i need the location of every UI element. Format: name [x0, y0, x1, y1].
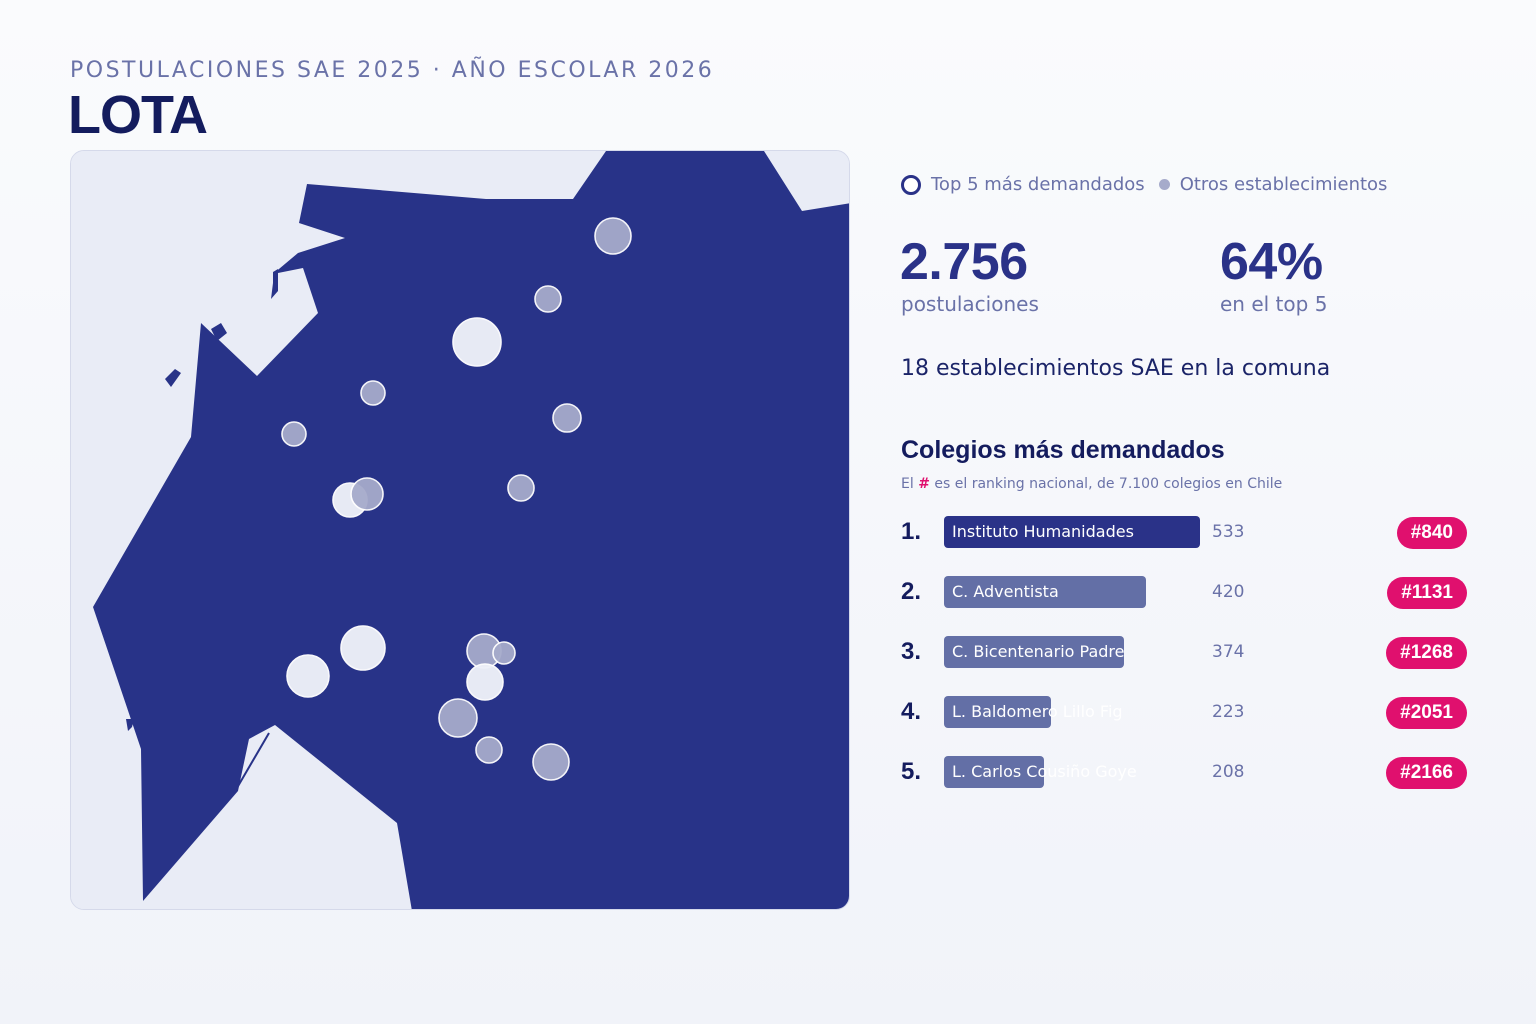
ranking-position: 2. — [901, 578, 922, 605]
top5-share-label: en el top 5 — [1220, 292, 1328, 316]
top5-legend-marker — [901, 174, 921, 195]
school-marker[interactable] — [492, 641, 516, 665]
others-legend-marker — [1158, 179, 1170, 190]
ranking-bar — [944, 516, 1200, 548]
ranking-note-suffix: es el ranking nacional, de 7.100 colegio… — [934, 476, 1283, 492]
school-marker[interactable] — [475, 736, 503, 764]
applications-count: 208 — [1212, 762, 1245, 782]
applications-label: postulaciones — [901, 292, 1039, 316]
coast-islet — [165, 369, 181, 387]
school-marker[interactable] — [507, 474, 535, 502]
school-marker[interactable] — [534, 285, 562, 313]
school-name: L. Baldomero Lillo Fig — [952, 702, 1123, 721]
ranking-bar — [944, 756, 1044, 788]
national-rank-badge: #840 — [1396, 517, 1467, 549]
page-title: LOTA — [68, 85, 208, 145]
ranking-row[interactable]: 4. L. Baldomero Lillo Fig 223 #2051 — [901, 696, 1467, 730]
applications-count: 533 — [1212, 522, 1245, 542]
coast-islet — [126, 719, 134, 731]
national-rank-badge: #1131 — [1387, 577, 1467, 609]
national-rank-badge: #1268 — [1386, 637, 1467, 669]
school-marker[interactable] — [532, 743, 570, 781]
top5-school-marker[interactable] — [452, 317, 502, 367]
ranking-position: 5. — [901, 758, 922, 785]
national-rank-badge: #2166 — [1386, 757, 1467, 789]
school-marker[interactable] — [594, 217, 632, 255]
ranking-note: El # es el ranking nacional, de 7.100 co… — [901, 476, 1282, 492]
top5-school-marker[interactable] — [340, 625, 386, 671]
map-legend: Top 5 más demandados Otros establecimien… — [901, 174, 1387, 195]
coast-line — [233, 732, 270, 794]
top5-legend-label: Top 5 más demandados — [931, 174, 1145, 195]
ranking-position: 4. — [901, 698, 922, 725]
ranking-title: Colegios más demandados — [901, 436, 1225, 464]
commune-land — [93, 151, 849, 909]
ranking-bar — [944, 576, 1146, 608]
school-marker[interactable] — [438, 698, 478, 738]
commune-map[interactable] — [70, 150, 850, 910]
ranking-position: 3. — [901, 638, 922, 665]
applications-value: 2.756 — [900, 233, 1028, 291]
establishments-count: 18 establecimientos SAE en la comuna — [901, 356, 1331, 381]
applications-count: 420 — [1212, 582, 1245, 602]
coast-islet — [211, 323, 227, 341]
school-name: C. Adventista — [952, 582, 1059, 601]
page-subtitle: POSTULACIONES SAE 2025 · AÑO ESCOLAR 202… — [70, 58, 715, 83]
ranking-note-prefix: El — [901, 476, 914, 492]
school-name: C. Bicentenario Padre — [952, 642, 1125, 661]
ranking-position: 1. — [901, 518, 922, 545]
school-marker[interactable] — [281, 421, 307, 447]
coast-islet — [271, 269, 278, 299]
ranking-bar — [944, 696, 1051, 728]
school-marker[interactable] — [350, 477, 384, 511]
national-rank-badge: #2051 — [1386, 697, 1467, 729]
school-marker[interactable] — [360, 380, 386, 406]
ranking-row[interactable]: 2. C. Adventista 420 #1131 — [901, 576, 1467, 610]
top5-school-marker[interactable] — [466, 663, 504, 701]
applications-count: 223 — [1212, 702, 1245, 722]
ranking-note-hash: # — [918, 476, 930, 492]
others-legend-label: Otros establecimientos — [1179, 174, 1388, 195]
school-marker[interactable] — [552, 403, 582, 433]
top5-school-marker[interactable] — [286, 654, 330, 698]
ranking-row[interactable]: 1. Instituto Humanidades 533 #840 — [901, 516, 1467, 550]
ranking-row[interactable]: 3. C. Bicentenario Padre 374 #1268 — [901, 636, 1467, 670]
top5-share-value: 64% — [1220, 233, 1323, 291]
map-canvas — [71, 151, 849, 909]
ranking-bar — [944, 636, 1124, 668]
school-name: Instituto Humanidades — [952, 522, 1134, 541]
school-name: L. Carlos Cousiño Goye — [952, 762, 1137, 781]
applications-count: 374 — [1212, 642, 1245, 662]
ranking-row[interactable]: 5. L. Carlos Cousiño Goye 208 #2166 — [901, 756, 1467, 790]
